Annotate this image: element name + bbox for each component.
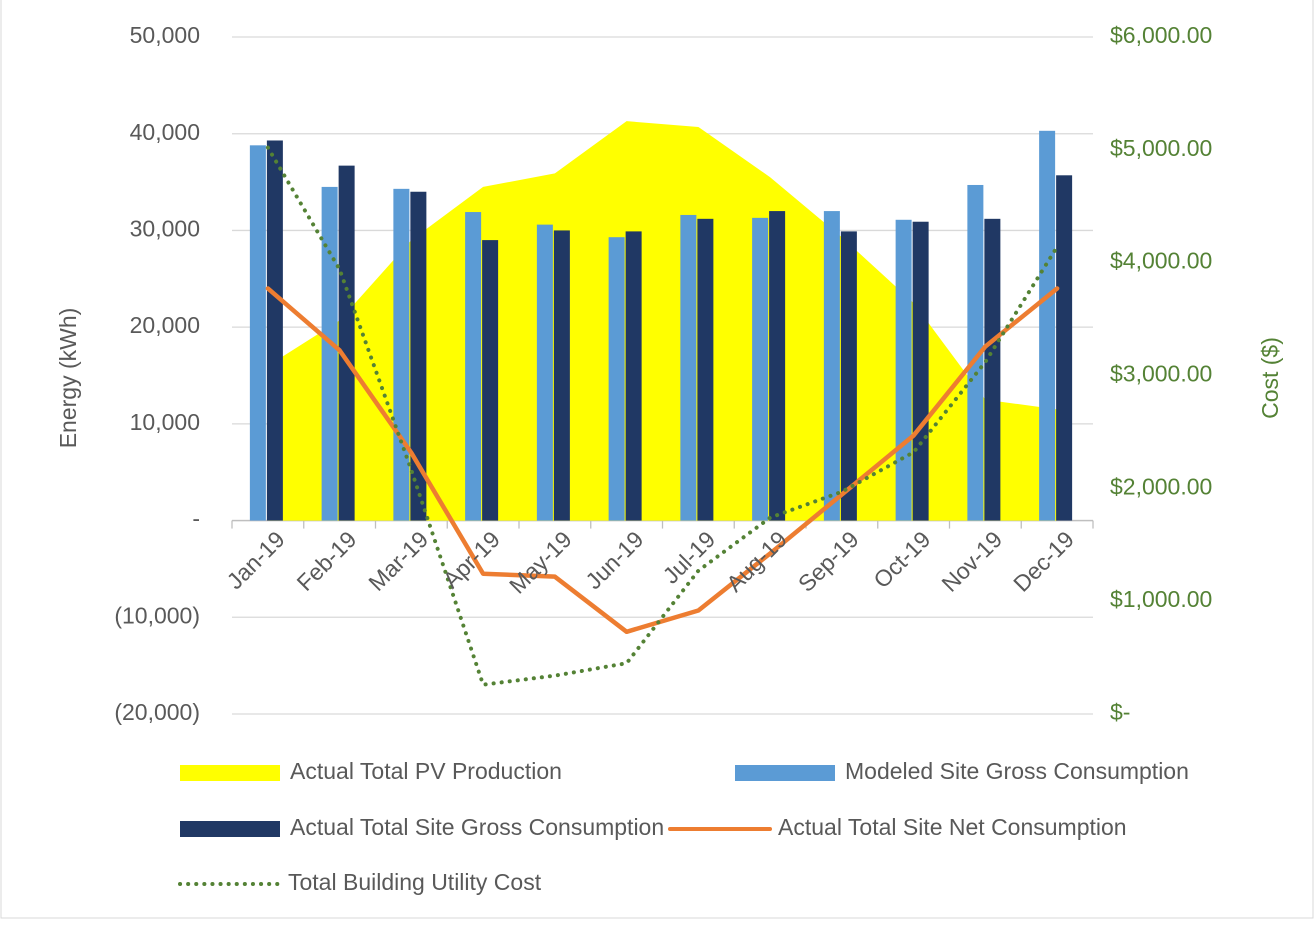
y2-tick-label: $2,000.00 (1110, 473, 1212, 499)
bar (553, 230, 570, 521)
bar (1039, 130, 1056, 521)
bar (249, 145, 266, 521)
y-tick-label: (10,000) (114, 602, 200, 628)
legend-swatch (180, 765, 280, 781)
area (267, 121, 1058, 521)
bar (769, 211, 786, 521)
bar (984, 218, 1001, 521)
legend-label: Actual Total Site Gross Consumption (290, 814, 664, 840)
bar (967, 184, 984, 521)
bar (823, 211, 840, 521)
x-tick-label: Sep-19 (793, 526, 864, 597)
x-tick-label: Mar-19 (363, 526, 433, 596)
y-tick-label: 20,000 (130, 312, 200, 338)
y-axis-label: Energy (kWh) (55, 308, 81, 449)
y2-tick-label: $1,000.00 (1110, 586, 1212, 612)
bar (895, 219, 912, 521)
y2-tick-label: $5,000.00 (1110, 135, 1212, 161)
x-tick-label: Apr-19 (438, 526, 505, 593)
bar (410, 191, 427, 521)
x-tick-label: Jun-19 (580, 526, 648, 594)
y2-tick-label: $3,000.00 (1110, 361, 1212, 387)
legend-swatch (180, 821, 280, 837)
bar (912, 221, 929, 521)
x-tick-label: Aug-19 (721, 526, 792, 597)
y-tick-label: (20,000) (114, 699, 200, 725)
bar (321, 186, 338, 521)
bar (680, 214, 697, 521)
bar (482, 240, 499, 521)
bar (266, 140, 283, 521)
legend-label: Modeled Site Gross Consumption (845, 758, 1189, 784)
y2-axis-label: Cost ($) (1257, 337, 1283, 419)
bar (625, 231, 642, 521)
y-tick-label: 40,000 (130, 119, 200, 145)
line (265, 145, 1060, 687)
x-tick-label: Feb-19 (292, 526, 362, 596)
y-tick-label: 50,000 (130, 22, 200, 48)
y2-tick-label: $- (1110, 699, 1130, 725)
y2-tick-label: $4,000.00 (1110, 248, 1212, 274)
y-tick-label: 30,000 (130, 216, 200, 242)
legend-label: Actual Total PV Production (290, 758, 562, 784)
y-tick-label: 10,000 (130, 409, 200, 435)
y2-tick-label: $6,000.00 (1110, 22, 1212, 48)
line (265, 286, 1060, 635)
x-tick-label: Oct-19 (868, 526, 935, 593)
y-tick-label: - (192, 506, 200, 532)
bar (752, 217, 769, 521)
x-tick-label: Dec-19 (1008, 526, 1079, 597)
bar (393, 188, 410, 521)
legend-label: Total Building Utility Cost (288, 869, 542, 895)
legend-label: Actual Total Site Net Consumption (778, 814, 1127, 840)
x-tick-label: Nov-19 (936, 526, 1007, 597)
x-tick-label: Jan-19 (222, 526, 290, 594)
bar (1056, 175, 1073, 521)
bar (536, 224, 553, 521)
bar (338, 165, 355, 521)
bar (840, 231, 857, 521)
bar (697, 218, 714, 521)
x-tick-label: Jul-19 (658, 526, 721, 589)
bar (465, 212, 482, 521)
legend-swatch (735, 765, 835, 781)
bar (608, 237, 625, 521)
